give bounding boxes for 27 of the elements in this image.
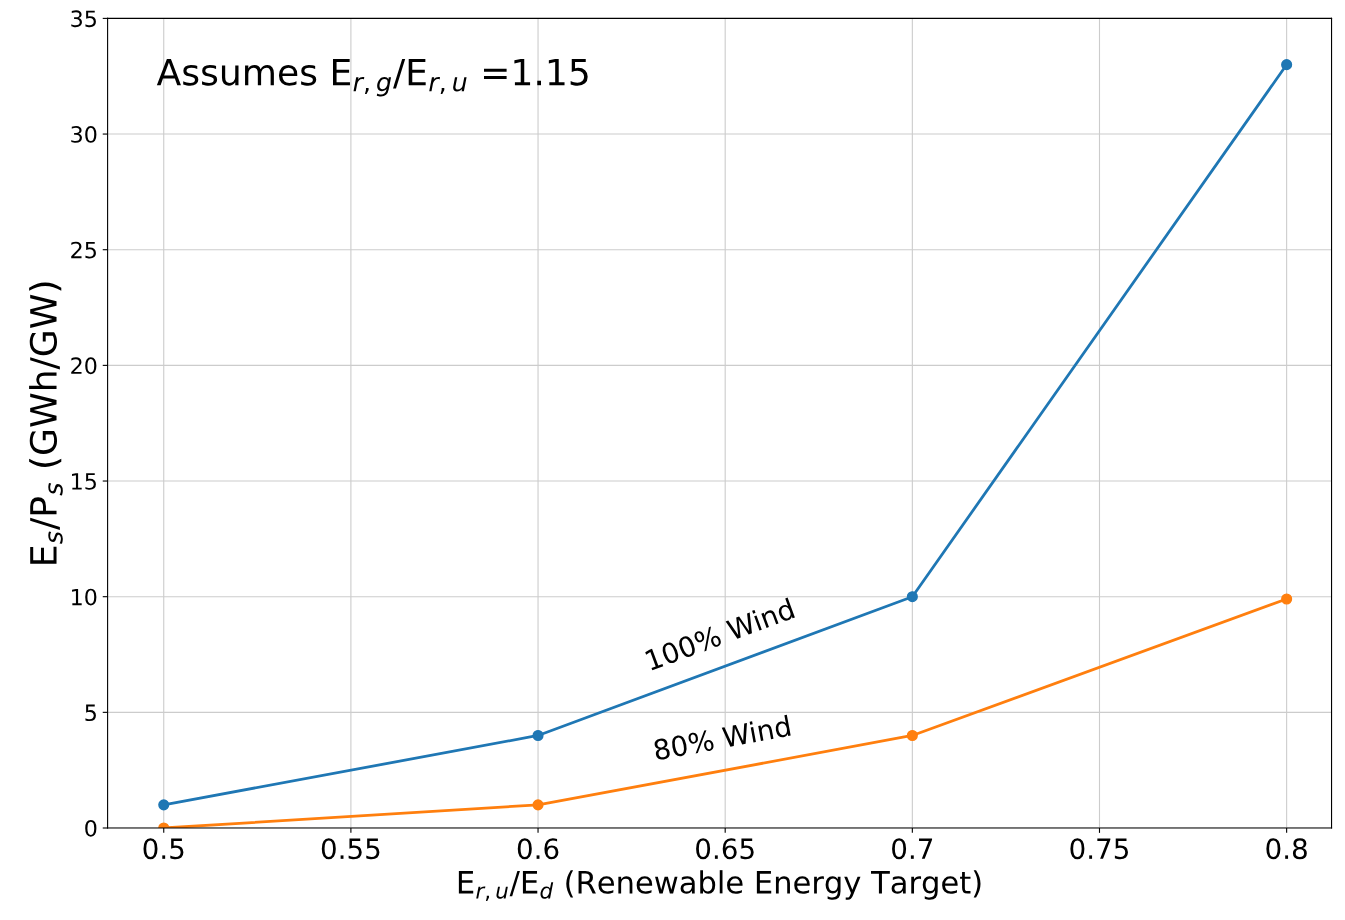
point <box>1281 593 1293 605</box>
x-tick-label: 0.8 <box>1266 838 1307 860</box>
x-tick-label: 0.7 <box>892 838 933 860</box>
y-tick-label: 15 <box>72 473 96 490</box>
y-tick-label: 10 <box>72 588 97 606</box>
x-tick-label: 0.55 <box>321 838 380 860</box>
x-tick-label: 0.5 <box>143 838 184 860</box>
point <box>1281 59 1293 71</box>
y-tick-label: 35 <box>71 10 96 28</box>
y-tick-label: 25 <box>71 241 96 259</box>
x-tick-label: 0.65 <box>696 838 754 860</box>
point <box>532 729 544 742</box>
annotation: Assumes E$_{r,g}$/E$_{r,u}$ =1.15 <box>156 58 588 97</box>
point <box>532 799 544 811</box>
y-tick-label: 0 <box>85 819 97 837</box>
y-tick-label: 30 <box>71 126 97 143</box>
y-tick-label: 5 <box>85 704 96 722</box>
y-axis-title: E$_{s}$/P$_{s}$ (GWh/GW) <box>29 282 63 564</box>
point <box>158 799 170 811</box>
point <box>906 591 918 603</box>
x-axis-title: E$_{r,u}$/E$_{d}$ (Renewable Energy Target) <box>458 870 981 901</box>
x-tick-label: 0.75 <box>1070 838 1128 860</box>
y-tick-label: 20 <box>71 357 97 375</box>
text: 80% Wind <box>653 714 791 761</box>
text: 100% Wind <box>644 597 796 671</box>
x-tick-label: 0.6 <box>517 838 559 860</box>
point <box>906 729 918 742</box>
